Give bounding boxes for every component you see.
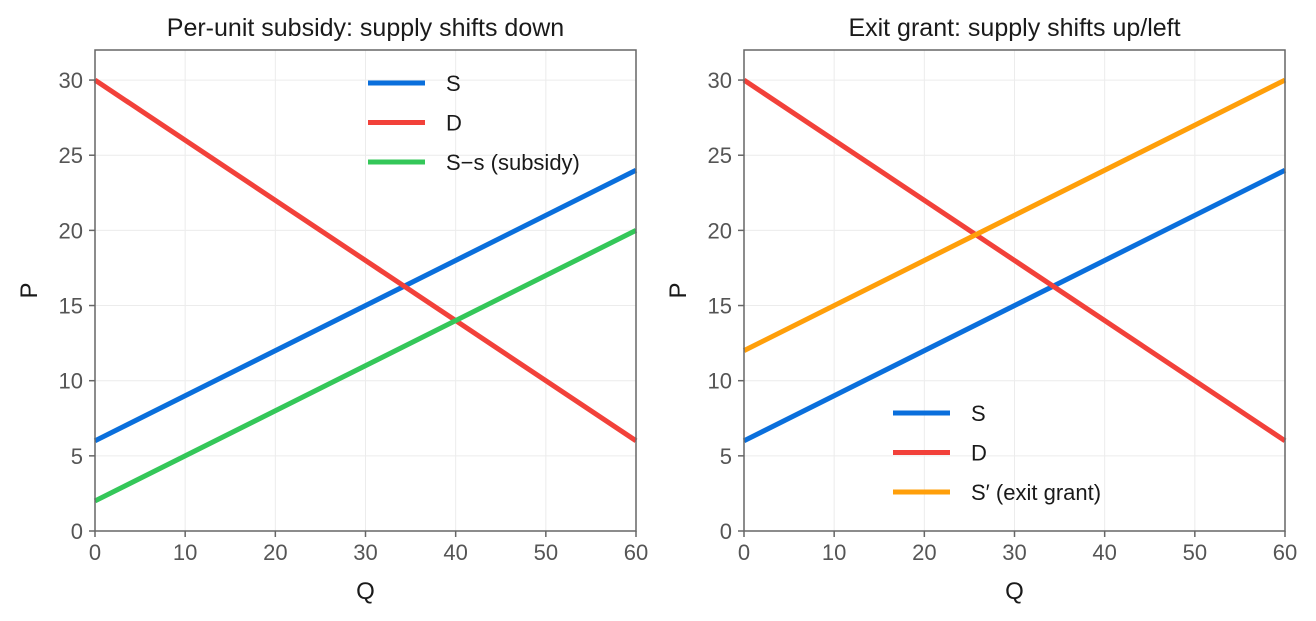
x-tick-label: 60	[1273, 540, 1297, 565]
series-line-2	[93, 77, 638, 443]
y-tick-label: 15	[708, 294, 732, 319]
x-tick-label: 30	[353, 540, 377, 565]
y-tick-label: 20	[59, 218, 83, 243]
x-tick-label: 20	[912, 540, 936, 565]
x-axis-label: Q	[356, 578, 375, 605]
y-tick-label: 25	[708, 143, 732, 168]
y-tick-label: 10	[59, 369, 83, 394]
legend: SD S′ (exit grant)	[893, 401, 1101, 505]
x-tick-label: 40	[1092, 540, 1116, 565]
y-tick-label: 5	[720, 444, 732, 469]
chart-panel-2: 0 10 20 30 40 50 60 0 5 10 15 20 25 30 Exit grant: sup…	[665, 14, 1297, 605]
legend-label: D	[971, 441, 987, 466]
y-tick-label: 0	[720, 519, 732, 544]
x-axis-label: Q	[1005, 578, 1024, 605]
y-tick-label: 10	[708, 369, 732, 394]
x-tick-label: 30	[1002, 540, 1026, 565]
y-tick-label: 30	[59, 68, 83, 93]
x-tick-label: 0	[738, 540, 750, 565]
legend-label: S	[971, 401, 986, 426]
y-axis-label: P	[665, 282, 692, 298]
x-tick-label: 50	[534, 540, 558, 565]
y-tick-label: 15	[59, 294, 83, 319]
x-tick-label: 0	[89, 540, 101, 565]
y-tick-label: 20	[708, 218, 732, 243]
series-line-2	[742, 77, 1287, 443]
x-tick-label: 20	[263, 540, 287, 565]
series-line-1	[93, 168, 638, 444]
series-line-3	[742, 77, 1287, 353]
chart-title: Per-unit subsidy: supply shifts down	[167, 14, 564, 42]
y-tick-label: 5	[71, 444, 83, 469]
x-tick-label: 10	[822, 540, 846, 565]
chart-panel-1: 0 10 20 30 40 50 60 0 5 10 15 20 25 30 Per-unit subsid…	[16, 14, 648, 605]
y-tick-label: 0	[71, 519, 83, 544]
legend-label: S−s (subsidy)	[446, 150, 580, 175]
legend-label: S	[446, 71, 461, 96]
y-tick-label: 25	[59, 143, 83, 168]
y-tick-label: 30	[708, 68, 732, 93]
legend-label: D	[446, 111, 462, 136]
legend: SD S−s (subsidy)	[368, 71, 580, 175]
x-tick-label: 40	[443, 540, 467, 565]
x-tick-label: 60	[624, 540, 648, 565]
legend-label: S′ (exit grant)	[971, 480, 1101, 505]
series-line-3	[93, 228, 638, 504]
x-tick-label: 10	[173, 540, 197, 565]
x-tick-label: 50	[1183, 540, 1207, 565]
y-axis-label: P	[16, 282, 43, 298]
chart-title: Exit grant: supply shifts up/left	[848, 14, 1180, 42]
series-line-1	[742, 168, 1287, 444]
